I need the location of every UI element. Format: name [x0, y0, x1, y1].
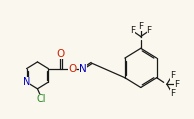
- Text: N: N: [79, 64, 87, 74]
- Text: F: F: [146, 26, 152, 35]
- Text: F: F: [130, 26, 135, 35]
- Text: F: F: [170, 89, 175, 98]
- Text: F: F: [138, 22, 143, 31]
- Text: F: F: [146, 26, 152, 35]
- Text: O: O: [57, 49, 65, 59]
- Text: Cl: Cl: [37, 94, 46, 104]
- Text: F: F: [174, 80, 179, 89]
- Text: F: F: [170, 71, 175, 80]
- Text: O: O: [57, 49, 65, 59]
- Text: N: N: [23, 77, 30, 87]
- Text: N: N: [79, 64, 87, 74]
- Text: F: F: [170, 89, 175, 98]
- Text: F: F: [130, 26, 135, 35]
- Text: F: F: [138, 22, 143, 31]
- Text: N: N: [23, 77, 30, 87]
- Text: F: F: [174, 80, 179, 89]
- Text: F: F: [170, 71, 175, 80]
- Text: O: O: [68, 64, 76, 74]
- Text: Cl: Cl: [37, 94, 46, 104]
- Text: O: O: [68, 64, 76, 74]
